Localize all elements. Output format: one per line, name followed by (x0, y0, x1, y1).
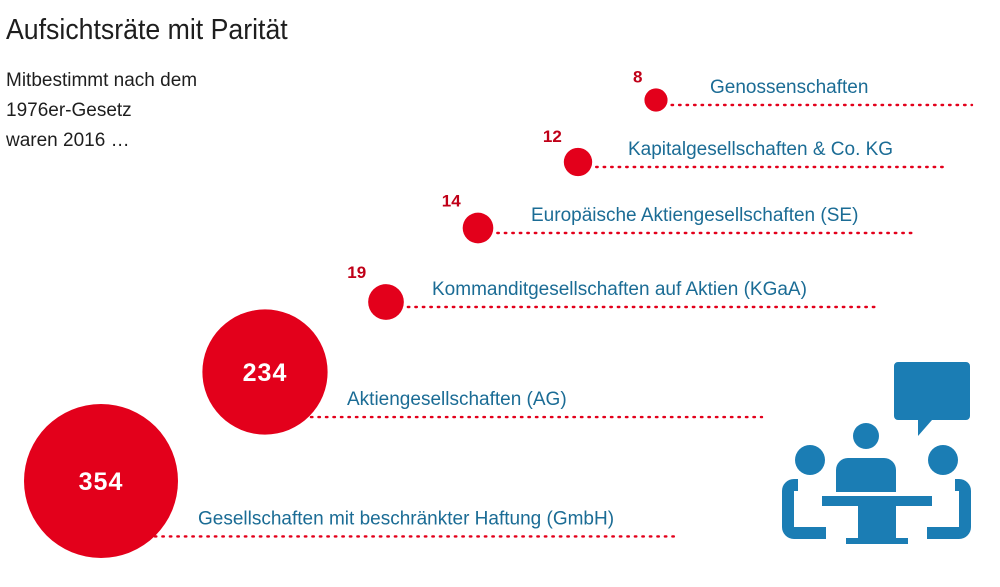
bubble (24, 404, 178, 558)
bubble (368, 284, 404, 320)
category-label: Kommanditgesellschaften auf Aktien (KGaA… (432, 279, 807, 300)
category-label: Genossenschaften (710, 77, 868, 98)
category-label: Gesellschaften mit beschränkter Haftung … (198, 508, 614, 529)
chart-marks: 8 Genossenschaften 12 Kapitalgesellschaften… (24, 67, 974, 558)
bubble (563, 147, 593, 177)
value-label: 8 (633, 67, 642, 86)
subtitle-line-2: 1976er-Gesetz (6, 100, 132, 121)
chart-title: Aufsichtsräte mit Parität (6, 14, 288, 46)
category-label: Europäische Aktiengesellschaften (SE) (531, 205, 858, 226)
bubble (202, 309, 328, 435)
value-label: 12 (543, 127, 562, 146)
category-label: Kapitalgesellschaften & Co. KG (628, 139, 893, 160)
value-label: 234 (243, 359, 288, 387)
value-label: 354 (79, 468, 124, 496)
value-label: 14 (442, 192, 461, 211)
category-label: Aktiengesellschaften (AG) (347, 389, 567, 410)
bubble (644, 88, 668, 112)
chart-subtitle: Mitbestimmt nach dem 1976er-Gesetz waren… (6, 66, 266, 156)
subtitle-line-1: Mitbestimmt nach dem (6, 70, 198, 91)
subtitle-line-3: waren 2016 … (6, 130, 130, 151)
value-label: 19 (347, 263, 366, 282)
meeting-people-speech-bubble-icon (782, 362, 971, 544)
bubble (462, 212, 494, 244)
